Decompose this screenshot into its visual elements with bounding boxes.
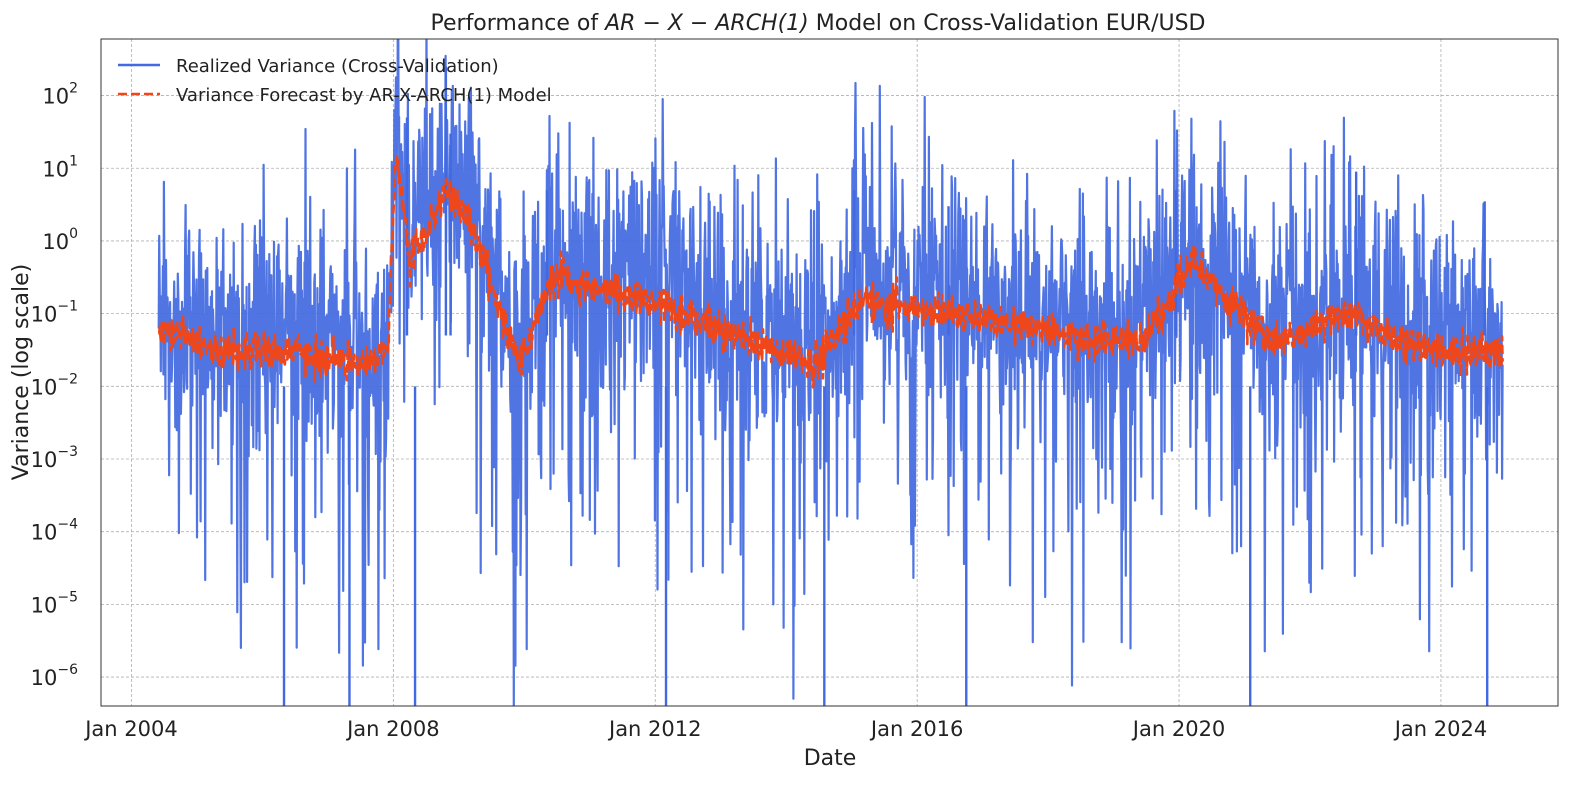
x-tick-label: Jan 2004 <box>83 717 178 741</box>
y-tick-label: 102 <box>42 81 78 109</box>
y-tick-label: 101 <box>42 153 78 181</box>
x-tick-label: Jan 2024 <box>1393 717 1488 741</box>
plot-frame <box>100 38 1559 707</box>
legend: Realized Variance (Cross-Validation) Var… <box>118 56 552 106</box>
y-axis-label: Variance (log scale) <box>9 264 34 480</box>
series-forecast-variance <box>157 155 1504 389</box>
x-tick-label: Jan 2020 <box>1131 717 1226 741</box>
x-ticks: Jan 2004 Jan 2008 Jan 2012 Jan 2016 Jan 2020… <box>83 717 1487 741</box>
y-ticks: 102 101 100 10−1 10−2 10−3 10−4 10−5 10−6 <box>31 81 78 691</box>
y-tick-label: 10−3 <box>31 444 78 472</box>
y-tick-label: 10−5 <box>31 589 78 617</box>
x-tick-label: Jan 2012 <box>607 717 702 741</box>
y-tick-label: 10−1 <box>31 299 78 327</box>
y-tick-label: 10−2 <box>31 371 78 399</box>
y-tick-label: 100 <box>42 226 78 254</box>
series-realized-variance <box>157 39 1504 706</box>
y-tick-label: 10−4 <box>31 517 78 545</box>
legend-label-forecast: Variance Forecast by AR-X-ARCH(1) Model <box>176 85 552 106</box>
x-axis-label: Date <box>804 746 857 771</box>
y-tick-label: 10−6 <box>31 662 78 690</box>
x-tick-label: Jan 2016 <box>869 717 964 741</box>
series-layer <box>157 39 1504 706</box>
chart-title: Performance of AR − X − ARCH(1) Model on… <box>431 11 1206 36</box>
legend-label-realized: Realized Variance (Cross-Validation) <box>176 56 499 77</box>
x-tick-label: Jan 2008 <box>345 717 440 741</box>
